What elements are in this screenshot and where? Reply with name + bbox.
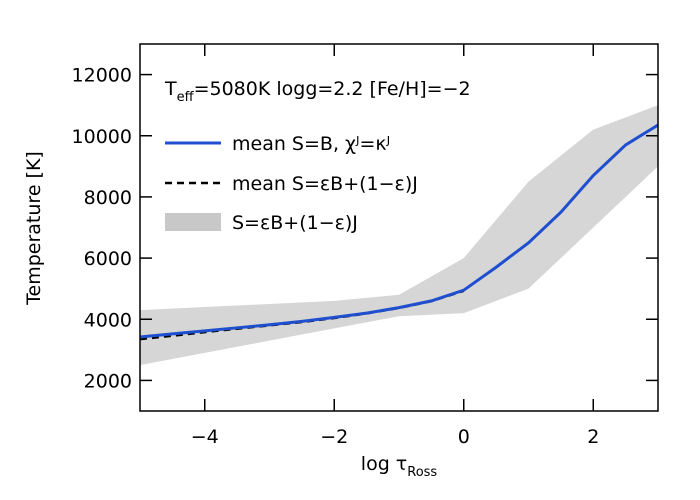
annotation-rest: =5080K logg=2.2 [Fe/H]=−2 [194,78,471,100]
legend-swatch [165,213,221,231]
annotation: Teff=5080K logg=2.2 [Fe/H]=−2 [164,78,471,105]
x-tick-label: 0 [458,426,470,448]
annotation-sub: eff [177,90,195,105]
x-tick-label: 2 [587,426,599,448]
legend-label: mean S=B, χᴶ=κᴶ [232,133,390,155]
legend-label: mean S=εB+(1−ε)J [232,173,418,195]
legend-label: S=εB+(1−ε)J [232,212,358,234]
x-tick-label: −4 [191,426,219,448]
y-tick-label: 10000 [72,126,132,148]
plot-frame [139,43,659,412]
x-label-sub: Ross [407,465,437,480]
y-tick-label: 8000 [84,187,132,209]
x-tick-label: −2 [320,426,348,448]
y-tick-label: 12000 [72,65,132,87]
spread-band [140,105,658,366]
plot-area [139,105,659,366]
y-axis-label: Temperature [K] [23,151,45,306]
y-tick-label: 6000 [84,248,132,270]
x-axis-label: log τRoss [361,453,438,480]
series-line [139,123,659,339]
y-tick-label: 2000 [84,370,132,392]
x-label-main: log τ [361,453,407,475]
y-tick-label: 4000 [84,309,132,331]
annotation-main: T [164,78,177,100]
